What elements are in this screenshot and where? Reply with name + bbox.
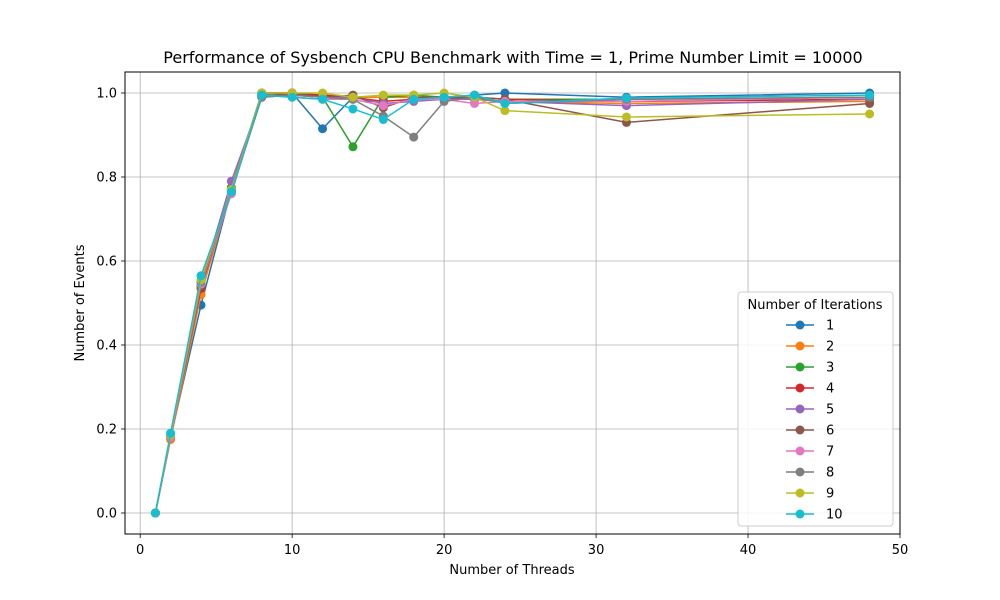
data-point <box>621 112 631 122</box>
legend-label: 7 <box>826 445 834 460</box>
data-point <box>348 104 358 114</box>
legend-marker <box>795 362 805 372</box>
legend-entry: 10 <box>786 508 843 523</box>
data-point <box>378 90 388 100</box>
legend-marker <box>795 446 805 456</box>
legend-marker <box>795 404 805 414</box>
data-point <box>166 428 176 438</box>
legend-marker <box>795 488 805 498</box>
data-point <box>378 101 388 111</box>
data-point <box>318 88 328 98</box>
legend-entry: 4 <box>786 382 834 397</box>
legend: Number of Iterations 1 2 3 4 5 6 7 8 9 10 <box>737 291 894 527</box>
data-point <box>500 88 510 98</box>
legend-marker <box>795 425 805 435</box>
legend-entry: 7 <box>786 445 834 460</box>
legend-marker <box>795 509 805 519</box>
series-layer <box>150 88 875 518</box>
y-tick-label: 0.8 <box>96 171 117 186</box>
legend-label: 6 <box>826 424 834 439</box>
data-point <box>287 92 297 102</box>
legend-label: 5 <box>826 403 834 418</box>
legend-label: 2 <box>826 340 834 355</box>
y-axis-label: Number of Events <box>73 244 88 361</box>
legend-label: 4 <box>826 382 834 397</box>
y-tick-label: 0.2 <box>96 423 117 438</box>
data-point <box>470 99 480 108</box>
x-tick-label: 40 <box>740 543 757 558</box>
y-tick-label: 0.6 <box>96 255 117 270</box>
x-tick-label: 0 <box>136 543 144 558</box>
legend-entry: 5 <box>786 403 834 418</box>
legend-label: 1 <box>826 319 834 334</box>
data-point <box>226 187 236 197</box>
data-point <box>409 94 419 104</box>
data-point <box>621 93 631 103</box>
data-point <box>150 508 160 518</box>
chart-title: Performance of Sysbench CPU Benchmark wi… <box>163 48 862 67</box>
x-axis-label: Number of Threads <box>449 563 574 578</box>
data-point <box>348 92 358 102</box>
data-point <box>470 90 480 100</box>
legend-label: 10 <box>826 508 843 523</box>
data-point <box>378 114 388 124</box>
x-tick-label: 30 <box>588 543 605 558</box>
legend-box <box>737 291 894 527</box>
data-point <box>865 109 875 119</box>
legend-marker <box>795 320 805 330</box>
data-point <box>500 99 510 108</box>
data-point <box>196 271 206 281</box>
legend-marker <box>795 341 805 351</box>
y-tick-label: 0.0 <box>96 507 117 522</box>
legend-entry: 8 <box>786 466 834 481</box>
data-point <box>439 92 449 102</box>
y-tick-label: 1.0 <box>96 87 117 102</box>
legend-entry: 6 <box>786 424 834 439</box>
data-point <box>409 132 419 142</box>
legend-entry: 2 <box>786 340 834 355</box>
legend-marker <box>795 467 805 477</box>
legend-entry: 3 <box>786 361 834 376</box>
plot-frame <box>124 71 901 535</box>
y-tick-label: 0.4 <box>96 339 117 354</box>
axis-ticks: 0 10 20 30 40 50 0.0 0.2 0.4 0.6 0.8 1.0 <box>96 87 908 559</box>
data-point <box>257 90 267 100</box>
legend-marker <box>795 383 805 393</box>
data-point <box>500 106 510 116</box>
data-point <box>865 90 875 100</box>
legend-label: 3 <box>826 361 834 376</box>
legend-label: 9 <box>826 487 834 502</box>
data-point <box>348 142 358 152</box>
data-point <box>318 94 328 104</box>
legend-label: 8 <box>826 466 834 481</box>
data-point <box>318 124 328 134</box>
x-tick-label: 20 <box>436 543 453 558</box>
series-10 <box>150 90 875 518</box>
legend-title: Number of Iterations <box>748 298 883 313</box>
x-tick-label: 10 <box>284 543 301 558</box>
legend-entry: 9 <box>786 487 834 502</box>
x-tick-label: 50 <box>892 543 909 558</box>
legend-entry: 1 <box>786 319 834 334</box>
data-point <box>865 99 875 108</box>
